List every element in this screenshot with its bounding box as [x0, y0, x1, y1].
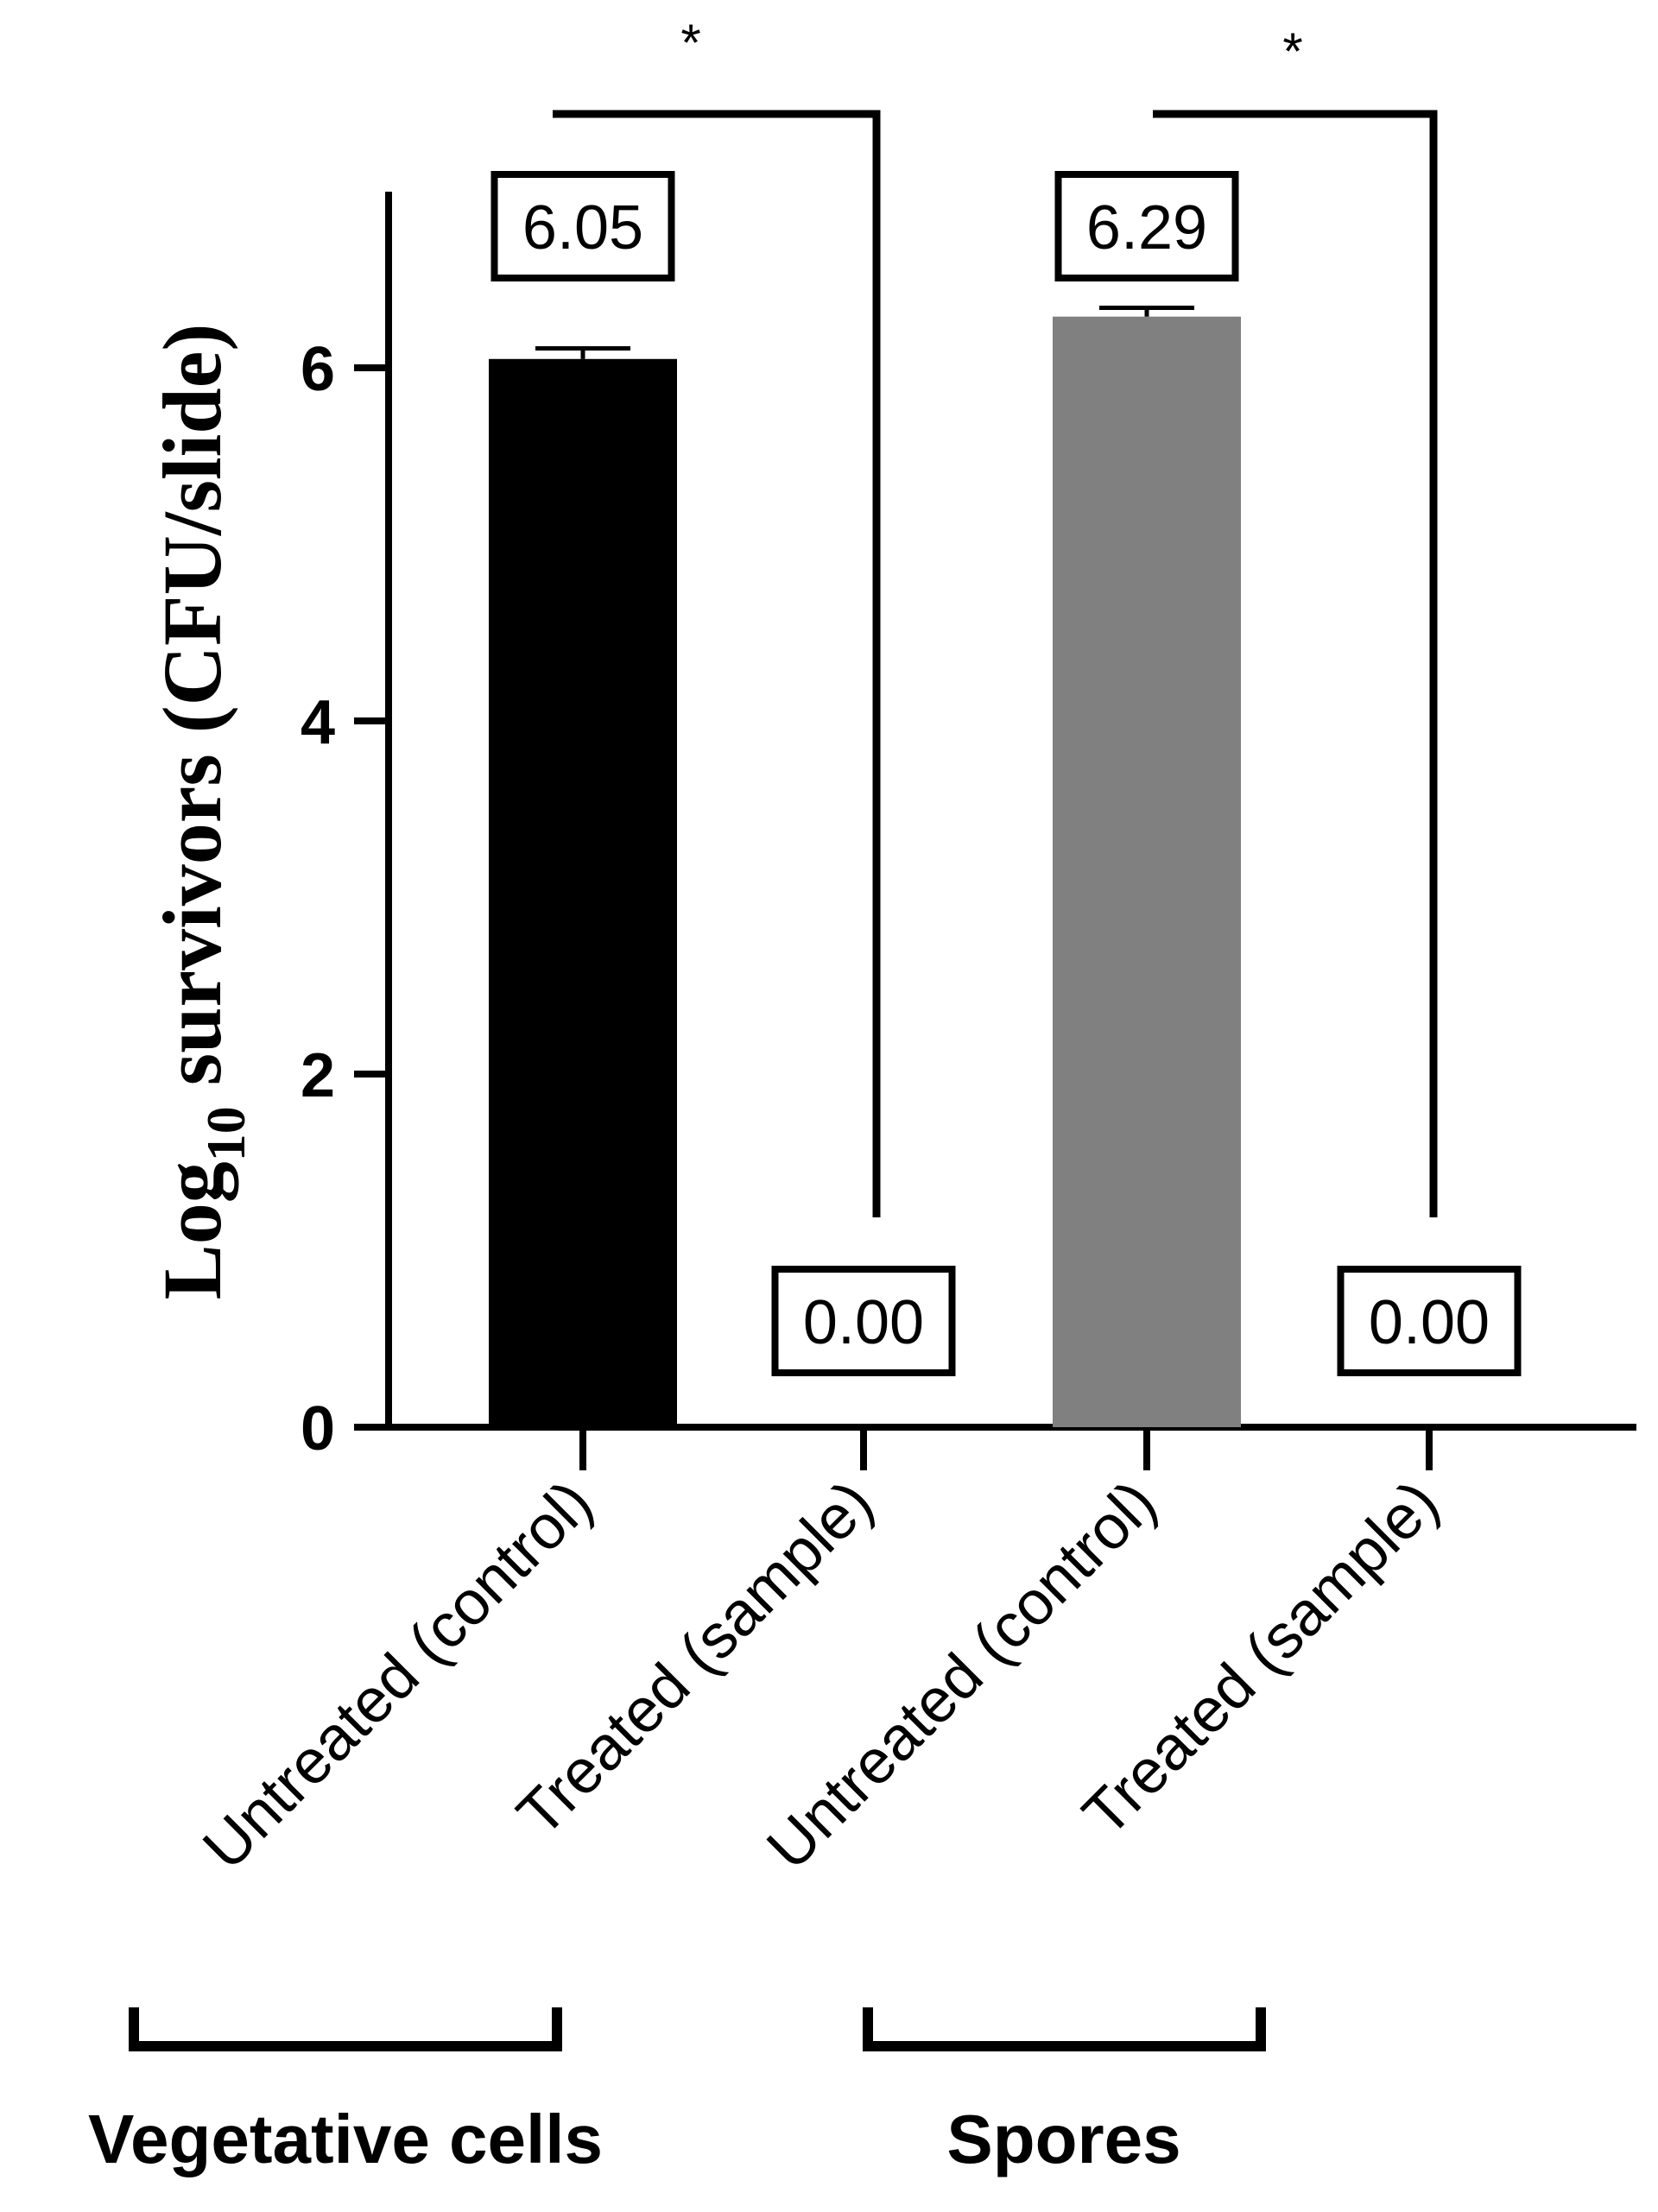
group-label-0: Vegetative cells [88, 2101, 603, 2177]
bars [489, 305, 1241, 1427]
data-label-1: 0.00 [803, 1288, 924, 1357]
significance-bracket-0 [553, 110, 881, 1217]
data-label-0: 6.05 [522, 193, 643, 262]
data-label-3: 0.00 [1369, 1288, 1490, 1357]
annotations: 6.05 0.00 6.29 0.00 * * [129, 14, 1522, 2051]
group-bracket-1 [863, 2007, 1266, 2051]
data-label-box-3 [1337, 1266, 1522, 1376]
group-label-1: Spores [946, 2101, 1180, 2177]
significance-label-0: * [680, 14, 700, 72]
y-tick-label-0: 0 [301, 1394, 335, 1463]
y-axis-label: Log10 survivors (CFU/slide) [146, 324, 256, 1300]
data-label-2: 6.29 [1086, 193, 1207, 262]
bar-2 [1053, 316, 1241, 1427]
data-label-box-2 [1054, 171, 1239, 281]
y-tick-label-6: 6 [301, 335, 335, 404]
y-tick-label-4: 4 [301, 688, 335, 757]
data-label-box-1 [771, 1266, 956, 1376]
y-tick-label-2: 2 [301, 1041, 335, 1110]
data-label-box-0 [490, 171, 675, 281]
group-bracket-0 [129, 2007, 562, 2051]
significance-bracket-1 [1153, 110, 1438, 1217]
bar-0 [489, 358, 677, 1427]
significance-label-1: * [1282, 22, 1302, 80]
